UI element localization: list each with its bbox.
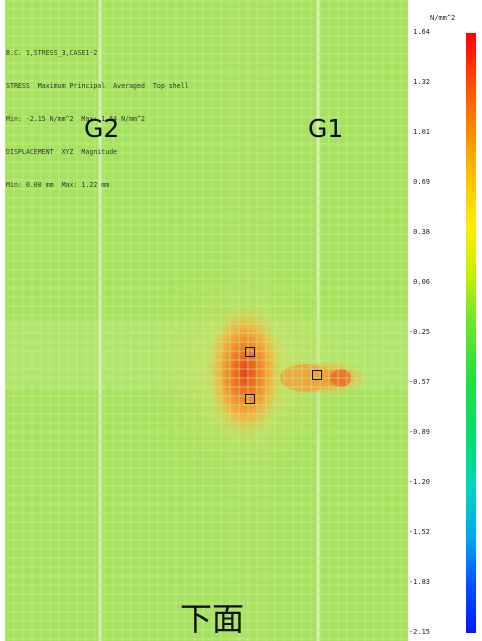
legend-tick-label: -1.83 [408,578,430,586]
header-line-1: B.C. 1,STRESS_3,CASE1-2 [6,49,98,57]
legend-tick-label: -0.25 [408,328,430,336]
girder-g2-label: G2 [84,114,120,143]
legend-tick-label: -0.89 [408,428,430,436]
legend-tick-label: -2.15 [408,628,430,636]
legend-tick-label: 1.01 [413,128,430,136]
legend-color-bar [466,33,476,633]
gauge-marker-upper[interactable] [245,347,255,357]
finite-element-mesh [5,0,408,641]
girder-g1-label: G1 [308,114,344,143]
header-line-2: STRESS Maximum Principal Averaged Top sh… [6,82,189,90]
gauge-marker-lower[interactable] [245,394,255,404]
header-line-3: Min: -2.15 N/mm^2 Max: 1.64 N/mm^2 [6,115,145,123]
legend-unit: N/mm^2 [430,14,456,22]
stress-contour-plot[interactable] [5,0,408,641]
legend-tick-label: -1.20 [408,478,430,486]
legend-tick-label: 0.38 [413,228,430,236]
legend-tick-label: -0.57 [408,378,430,386]
header-line-4: DISPLACEMENT XYZ Magnitude [6,148,118,156]
gauge-marker-right[interactable] [312,370,322,380]
contour-graphic [5,0,408,641]
header-line-5: Min: 0.00 mm Max: 1.22 mm [6,181,110,189]
legend-tick-label: 1.32 [413,78,430,86]
legend-tick-label: 0.06 [413,278,430,286]
plot-header: B.C. 1,STRESS_3,CASE1-2 STRESS Maximum P… [6,26,189,202]
legend-tick-label: 1.64 [413,28,430,36]
legend-tick-label: 0.69 [413,178,430,186]
legend-tick-label: -1.52 [408,528,430,536]
view-caption: 下面 [180,600,245,638]
